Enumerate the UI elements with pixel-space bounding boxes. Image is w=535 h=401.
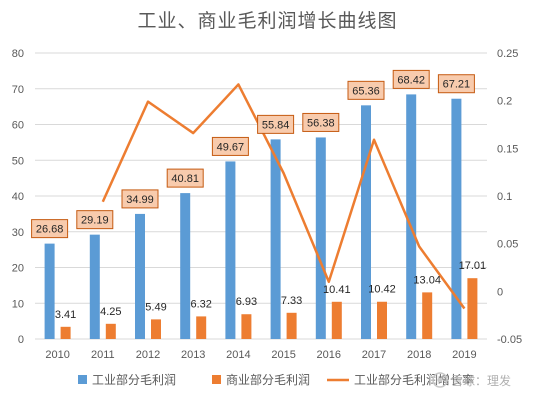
legend-label-commercial: 商业部分毛利润	[226, 372, 310, 387]
data-label-commercial: 13.04	[413, 274, 441, 286]
x-tick-label: 2011	[91, 349, 115, 361]
data-label-industrial: 34.99	[126, 194, 154, 206]
data-label-industrial: 49.67	[217, 141, 245, 153]
bar-industrial	[135, 213, 145, 339]
data-label-commercial: 6.32	[190, 298, 211, 310]
data-label-commercial: 10.41	[323, 284, 351, 296]
data-label-industrial: 56.38	[307, 117, 335, 129]
bar-commercial	[105, 323, 116, 339]
data-label-commercial: 6.93	[236, 296, 257, 308]
growth-line	[101, 83, 466, 310]
y-right-tick-label: 0.15	[497, 143, 518, 155]
y-left-tick-label: 80	[12, 48, 24, 60]
data-label-box	[76, 210, 114, 230]
legend-label-growth: 工业部分毛利润增长率	[354, 372, 474, 387]
x-tick-label: 2015	[271, 349, 295, 361]
bar-commercial	[151, 319, 161, 339]
gridlines	[35, 52, 487, 340]
chart-title: 工业、商业毛利润增长曲线图	[137, 10, 398, 32]
axis-ticks: 0 10 20 30 40 50 60 70 80 -0.05 0 0.05 0.1 0.15 0.2 0.2…	[12, 48, 522, 361]
bar-industrial	[89, 234, 100, 339]
data-label-industrial: 26.68	[36, 224, 64, 236]
snowball-logo-icon	[432, 372, 448, 388]
data-label-commercial: 10.42	[368, 284, 396, 296]
data-label-commercial: 3.41	[55, 309, 76, 321]
y-right-tick-label: 0.05	[497, 239, 518, 251]
data-label-industrial: 40.81	[171, 173, 199, 185]
y-left-tick-label: 50	[12, 155, 24, 167]
x-tick-label: 2012	[136, 349, 160, 361]
bar-industrial	[406, 94, 417, 339]
y-left-tick-label: 20	[12, 263, 24, 275]
x-tick-label: 2010	[45, 349, 69, 361]
data-label-commercial: 17.01	[459, 260, 487, 272]
bar-industrial	[180, 193, 191, 339]
bar-commercial	[60, 326, 71, 339]
data-label-commercial: 7.33	[281, 295, 302, 307]
x-tick-label: 2014	[226, 349, 250, 361]
bar-commercial	[331, 301, 342, 339]
watermark-text: 雪球：理发	[451, 373, 511, 388]
data-label-industrial: 67.21	[443, 79, 471, 91]
y-right-tick-label: 0.2	[497, 96, 512, 108]
data-label-box	[302, 112, 340, 132]
y-left-tick-label: 70	[12, 84, 24, 96]
data-label-commercial: 5.49	[145, 301, 166, 313]
data-label-industrial: 29.19	[81, 215, 109, 227]
y-left-tick-label: 40	[12, 191, 24, 203]
bar-commercial	[467, 278, 478, 339]
bars	[44, 94, 478, 340]
bar-industrial	[44, 243, 55, 339]
bar-industrial	[315, 137, 326, 339]
bar-commercial	[241, 314, 252, 339]
data-label-industrial: 65.36	[352, 85, 380, 97]
y-left-tick-label: 0	[18, 334, 24, 346]
y-left-tick-label: 10	[12, 298, 24, 310]
data-label-box	[437, 74, 475, 94]
bar-industrial	[270, 139, 281, 339]
x-tick-label: 2017	[362, 349, 386, 361]
bar-industrial	[451, 98, 462, 340]
x-tick-label: 2013	[181, 349, 205, 361]
bar-commercial	[196, 316, 207, 339]
data-label-box	[257, 114, 295, 134]
data-label-industrial: 68.42	[397, 74, 425, 86]
y-right-tick-label: 0.1	[497, 191, 512, 203]
bar-commercial	[377, 301, 387, 339]
data-label-box	[211, 136, 249, 156]
data-label-box	[31, 219, 69, 239]
data-label-box	[392, 69, 430, 89]
data-label-box	[347, 80, 385, 100]
y-left-tick-label: 60	[12, 120, 24, 132]
bar-commercial	[422, 292, 433, 339]
x-tick-label: 2016	[317, 349, 341, 361]
legend-swatch-industrial	[78, 375, 87, 384]
legend: 工业部分毛利润 商业部分毛利润 工业部分毛利润增长率	[78, 372, 474, 387]
data-label-commercial: 4.25	[100, 306, 121, 318]
data-labels: 26.68 3.41 29.19 4.25 34.99 5.49 40.81 6.32 49.6…	[31, 69, 487, 321]
y-right-tick-label: -0.05	[497, 334, 522, 346]
x-tick-label: 2019	[452, 349, 476, 361]
legend-swatch-commercial	[212, 375, 221, 384]
y-left-tick-label: 30	[12, 227, 24, 239]
legend-label-industrial: 工业部分毛利润	[92, 372, 176, 387]
data-label-industrial: 55.84	[262, 119, 290, 131]
y-right-tick-label: 0.25	[497, 48, 518, 60]
bar-industrial	[361, 105, 371, 339]
y-right-tick-label: 0	[497, 286, 503, 298]
data-label-box	[166, 168, 204, 188]
x-tick-label: 2018	[407, 349, 431, 361]
bar-industrial	[225, 161, 236, 339]
data-label-box	[121, 189, 159, 209]
watermark: 雪球：理发	[432, 372, 511, 388]
bar-commercial	[286, 312, 297, 339]
